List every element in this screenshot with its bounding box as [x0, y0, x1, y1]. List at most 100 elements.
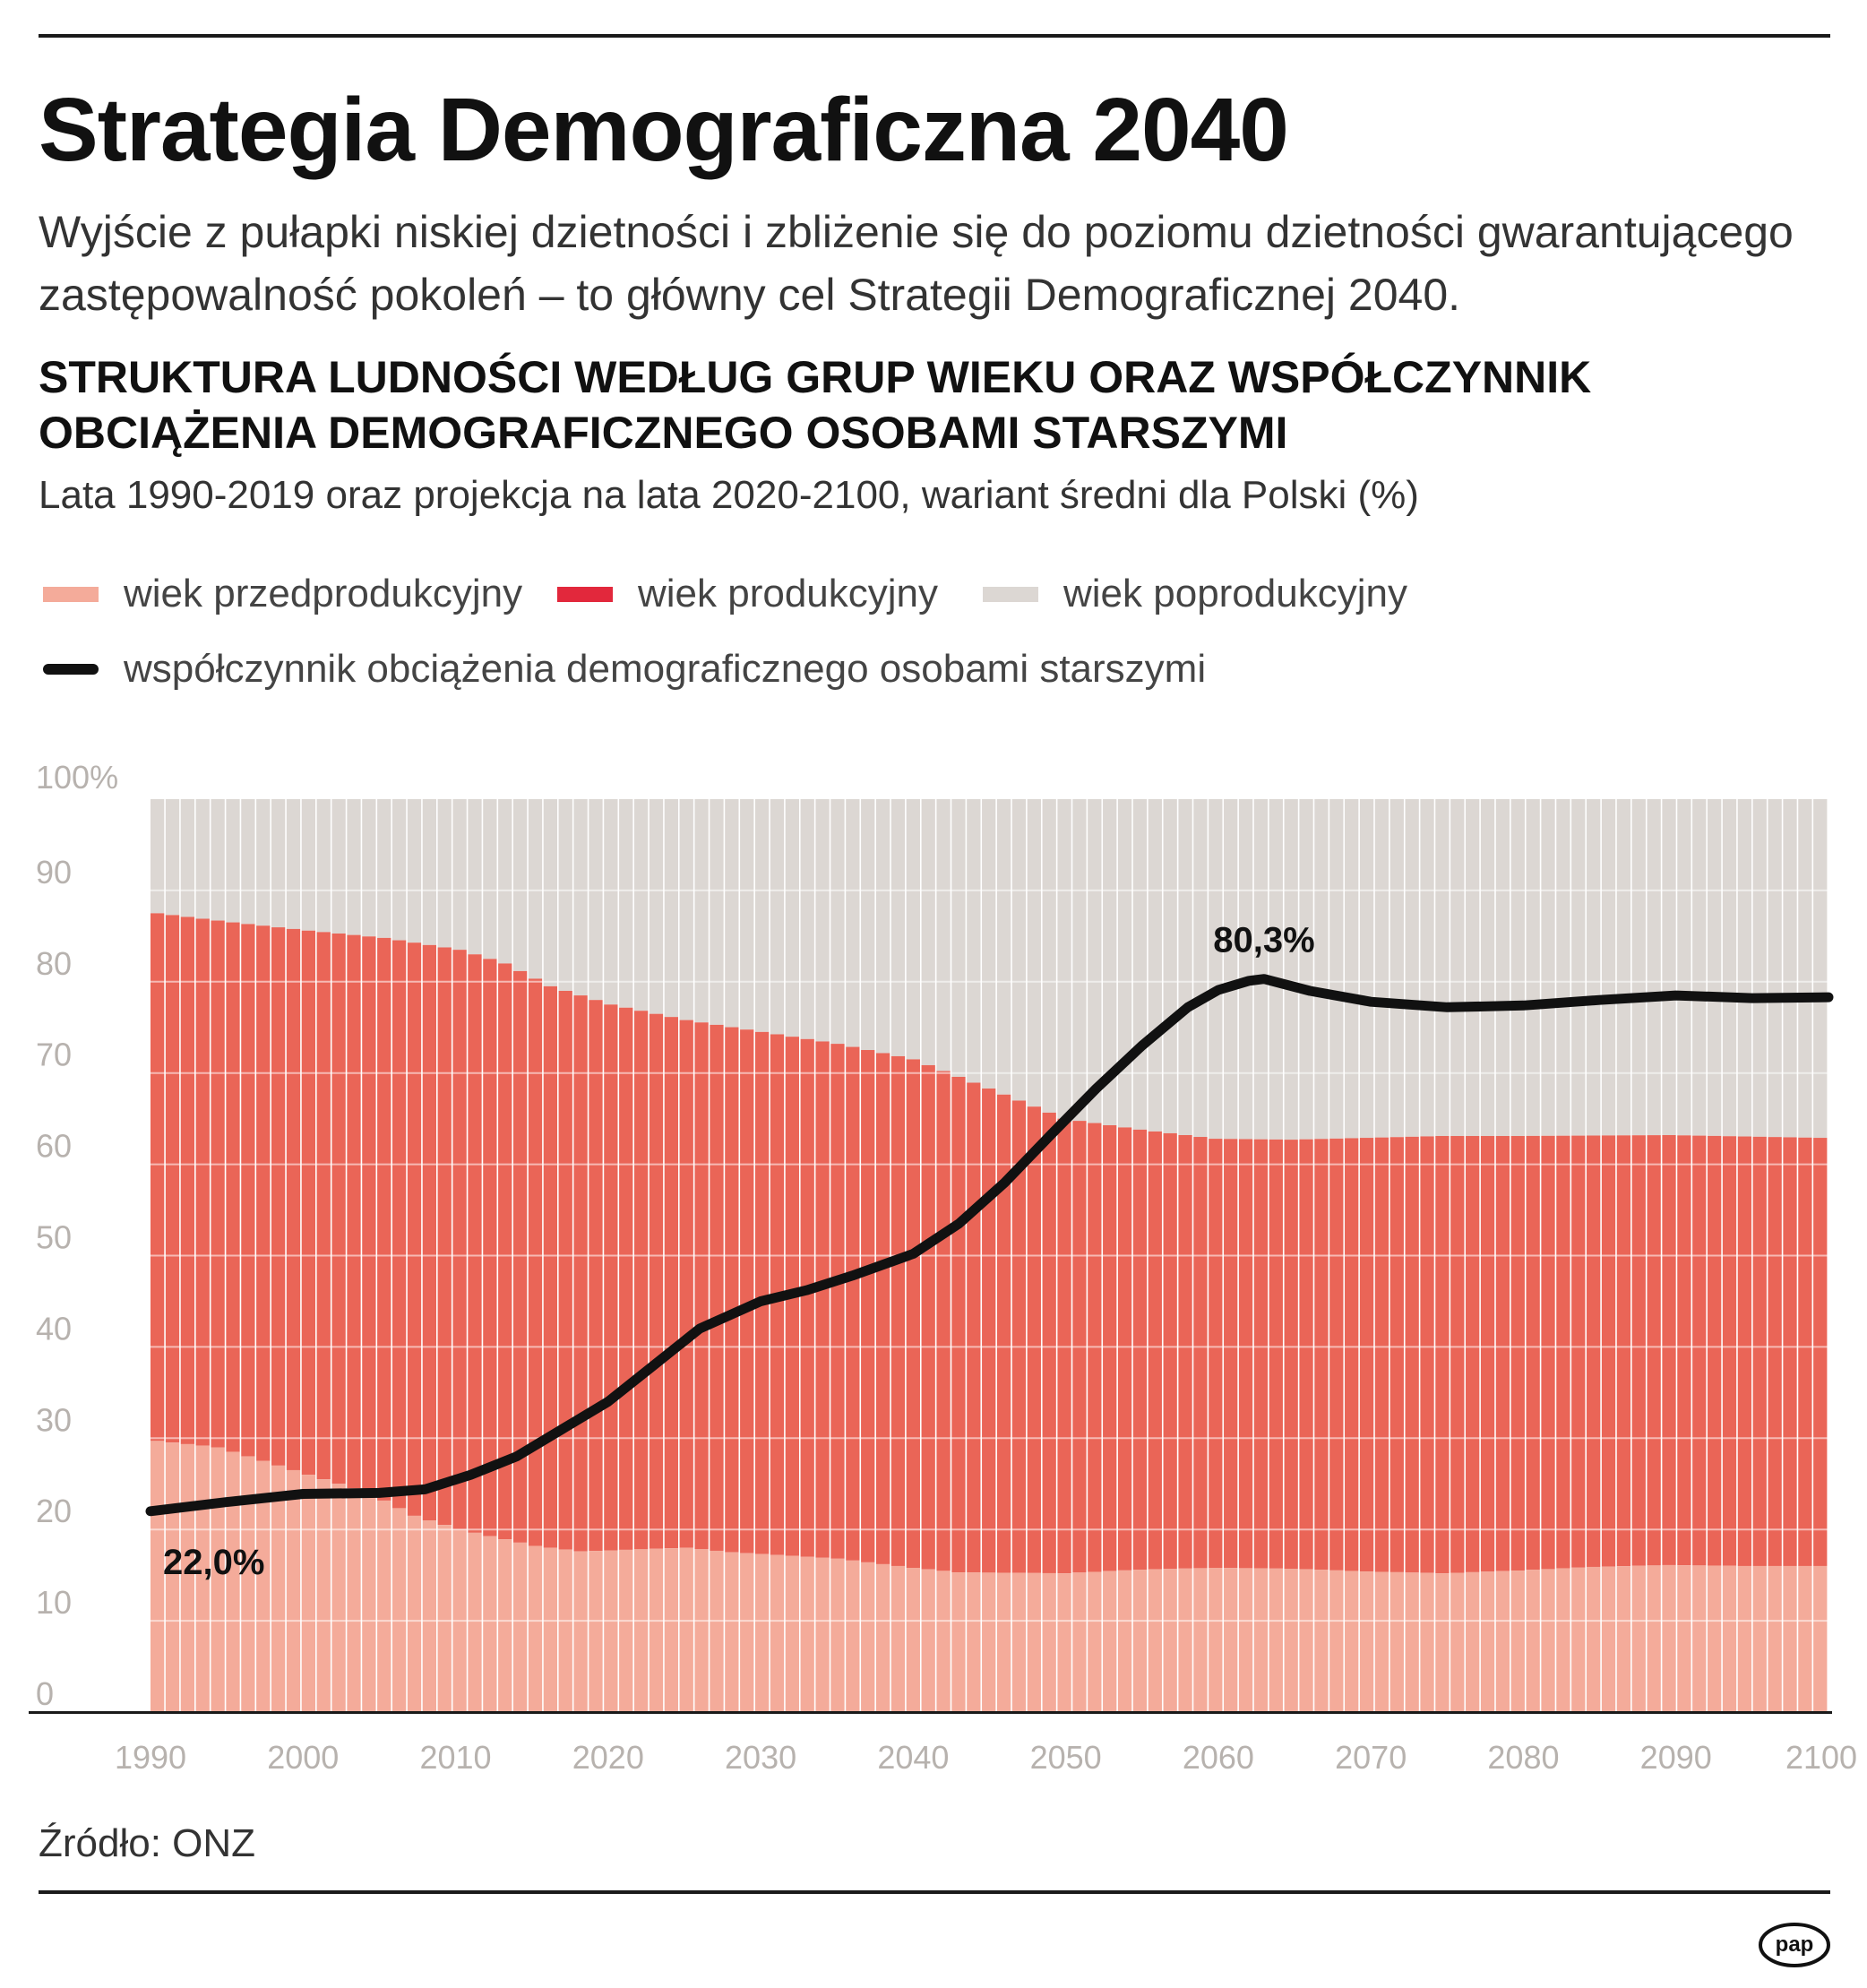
page-title: Strategia Demograficzna 2040: [39, 80, 1289, 180]
bar-post-2075: [1435, 799, 1450, 1137]
bar-prod-2062: [1238, 1139, 1253, 1569]
bar-2089: [1647, 799, 1661, 1712]
bar-2049: [1042, 799, 1056, 1712]
bar-prod-1999: [286, 928, 301, 1470]
bar-post-2072: [1389, 799, 1404, 1138]
x-tick-label-2010: 2010: [419, 1739, 491, 1776]
bar-2069: [1345, 799, 1359, 1712]
bar-pre-2018: [573, 1551, 588, 1712]
bottom-rule: [39, 1890, 1830, 1894]
chart-heading-line-2: OBCIĄŻENIA DEMOGRAFICZNEGO OSOBAMI STARS…: [39, 408, 1288, 458]
bar-pre-2047: [1011, 1572, 1027, 1712]
bar-2053: [1103, 799, 1117, 1712]
bar-prod-2033: [800, 1038, 814, 1557]
bar-pre-2070: [1359, 1571, 1374, 1712]
bar-prod-2078: [1480, 1136, 1495, 1572]
bar-prod-2069: [1345, 1138, 1359, 1571]
bar-2081: [1526, 799, 1540, 1712]
bar-prod-2096: [1752, 1136, 1767, 1566]
bar-post-2071: [1374, 799, 1389, 1138]
bar-pre-2036: [846, 1560, 860, 1712]
bar-prod-2020: [604, 1004, 618, 1551]
bar-2097: [1768, 799, 1782, 1712]
bar-prod-2063: [1253, 1139, 1269, 1569]
top-rule: [39, 34, 1830, 38]
y-tick-label-10: 10: [36, 1584, 72, 1621]
bar-prod-2005: [377, 937, 391, 1501]
bar-post-2020: [604, 799, 618, 1005]
bar-post-2081: [1526, 799, 1540, 1136]
bar-post-2096: [1752, 799, 1767, 1137]
bar-2043: [951, 799, 966, 1712]
bar-2065: [1284, 799, 1298, 1712]
bar-2076: [1450, 799, 1465, 1712]
bar-prod-2083: [1556, 1135, 1570, 1569]
bar-2047: [1011, 799, 1027, 1712]
bar-2079: [1495, 799, 1510, 1712]
bar-prod-2054: [1117, 1127, 1132, 1571]
bar-pre-2011: [468, 1532, 482, 1712]
bar-pre-2037: [861, 1562, 875, 1712]
bar-2048: [1027, 799, 1041, 1712]
bar-2050: [1057, 799, 1071, 1712]
bar-1998: [271, 799, 286, 1712]
bar-1996: [241, 799, 255, 1712]
bar-pre-2042: [936, 1571, 951, 1712]
bar-pre-2092: [1692, 1565, 1707, 1712]
bar-2029: [740, 799, 754, 1712]
bar-post-2056: [1148, 799, 1162, 1132]
bar-prod-2007: [407, 942, 422, 1516]
bar-2040: [906, 799, 920, 1712]
bar-pre-2100: [1813, 1565, 1828, 1712]
y-axis-ticks: 0 10 20 30 40 50 60 70 80 90 100%: [36, 759, 118, 1712]
bar-pre-2001: [316, 1479, 331, 1712]
bar-pre-2069: [1345, 1571, 1359, 1712]
x-tick-label-2030: 2030: [725, 1739, 796, 1776]
bar-prod-2055: [1132, 1129, 1148, 1571]
bar-prod-2024: [664, 1017, 678, 1549]
bar-post-2086: [1601, 799, 1616, 1136]
bar-2086: [1601, 799, 1616, 1712]
y-tick-label-50: 50: [36, 1219, 72, 1256]
bar-pre-2045: [982, 1572, 996, 1712]
bar-pre-2053: [1103, 1571, 1117, 1712]
bar-prod-2027: [710, 1024, 724, 1551]
bar-pre-2009: [437, 1525, 452, 1712]
bar-2008: [422, 799, 437, 1712]
bar-post-2039: [890, 799, 906, 1056]
bar-pre-2093: [1708, 1565, 1722, 1712]
bar-prod-2008: [422, 944, 437, 1521]
bar-pre-2077: [1466, 1571, 1480, 1712]
bar-prod-2057: [1163, 1132, 1177, 1570]
bar-prod-2036: [846, 1046, 860, 1561]
bar-post-2003: [347, 799, 361, 935]
bar-2012: [483, 799, 497, 1712]
bar-post-2042: [936, 799, 951, 1071]
bar-pre-2094: [1722, 1565, 1737, 1712]
bar-prod-2009: [437, 947, 452, 1526]
bar-pre-2087: [1616, 1566, 1631, 1712]
bar-pre-2038: [875, 1563, 890, 1712]
bar-prod-2006: [391, 940, 407, 1509]
bar-pre-2082: [1541, 1569, 1555, 1712]
bar-post-2094: [1722, 799, 1737, 1137]
bar-post-2067: [1314, 799, 1329, 1140]
bar-pre-2015: [528, 1545, 543, 1712]
y-tick-label-60: 60: [36, 1128, 72, 1165]
bar-post-1998: [271, 799, 286, 928]
bar-pre-2052: [1088, 1571, 1102, 1712]
bar-prod-2013: [498, 963, 512, 1540]
bar-prod-2012: [483, 959, 497, 1536]
bar-prod-2028: [725, 1027, 739, 1553]
bar-post-2078: [1480, 799, 1495, 1137]
bar-post-2090: [1662, 799, 1676, 1135]
bar-post-2048: [1027, 799, 1041, 1107]
bar-2073: [1405, 799, 1419, 1712]
bar-prod-2053: [1103, 1124, 1117, 1571]
bar-pre-2013: [498, 1539, 512, 1712]
legend-swatch-prod: [557, 586, 613, 602]
bar-pre-2057: [1163, 1569, 1177, 1712]
legend-swatch-post: [983, 586, 1038, 602]
bar-post-2084: [1571, 799, 1586, 1136]
bar-prod-2071: [1374, 1137, 1389, 1572]
